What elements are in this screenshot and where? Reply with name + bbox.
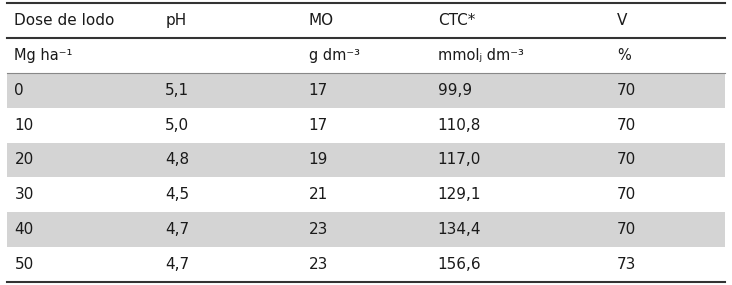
Text: 110,8: 110,8 xyxy=(438,117,481,133)
Text: 19: 19 xyxy=(309,152,328,168)
Text: 4,7: 4,7 xyxy=(165,257,190,272)
Text: g dm⁻³: g dm⁻³ xyxy=(309,48,359,63)
Text: 99,9: 99,9 xyxy=(438,83,472,98)
Text: 134,4: 134,4 xyxy=(438,222,481,237)
Text: 5,1: 5,1 xyxy=(165,83,190,98)
Text: 0: 0 xyxy=(15,83,24,98)
Bar xyxy=(7,73,725,108)
Text: 117,0: 117,0 xyxy=(438,152,481,168)
Bar xyxy=(7,142,725,177)
Text: 40: 40 xyxy=(15,222,34,237)
Text: 70: 70 xyxy=(617,222,636,237)
Text: 156,6: 156,6 xyxy=(438,257,482,272)
Text: 20: 20 xyxy=(15,152,34,168)
Text: %: % xyxy=(617,48,631,63)
Text: 5,0: 5,0 xyxy=(165,117,190,133)
Text: 4,8: 4,8 xyxy=(165,152,190,168)
Text: 23: 23 xyxy=(309,257,328,272)
Bar xyxy=(7,212,725,247)
Text: 4,7: 4,7 xyxy=(165,222,190,237)
Text: 70: 70 xyxy=(617,152,636,168)
Text: 129,1: 129,1 xyxy=(438,187,481,202)
Text: 50: 50 xyxy=(15,257,34,272)
Text: mmolⱼ dm⁻³: mmolⱼ dm⁻³ xyxy=(438,48,523,63)
Text: 21: 21 xyxy=(309,187,328,202)
Text: 4,5: 4,5 xyxy=(165,187,190,202)
Text: Mg ha⁻¹: Mg ha⁻¹ xyxy=(15,48,73,63)
Text: 10: 10 xyxy=(15,117,34,133)
Text: 73: 73 xyxy=(617,257,636,272)
Text: CTC*: CTC* xyxy=(438,13,475,28)
Text: 70: 70 xyxy=(617,117,636,133)
Text: Dose de lodo: Dose de lodo xyxy=(15,13,115,28)
Text: 70: 70 xyxy=(617,83,636,98)
Text: pH: pH xyxy=(165,13,187,28)
Text: V: V xyxy=(617,13,627,28)
Text: 17: 17 xyxy=(309,83,328,98)
Text: 17: 17 xyxy=(309,117,328,133)
Text: 70: 70 xyxy=(617,187,636,202)
Text: 30: 30 xyxy=(15,187,34,202)
Text: MO: MO xyxy=(309,13,334,28)
Text: 23: 23 xyxy=(309,222,328,237)
